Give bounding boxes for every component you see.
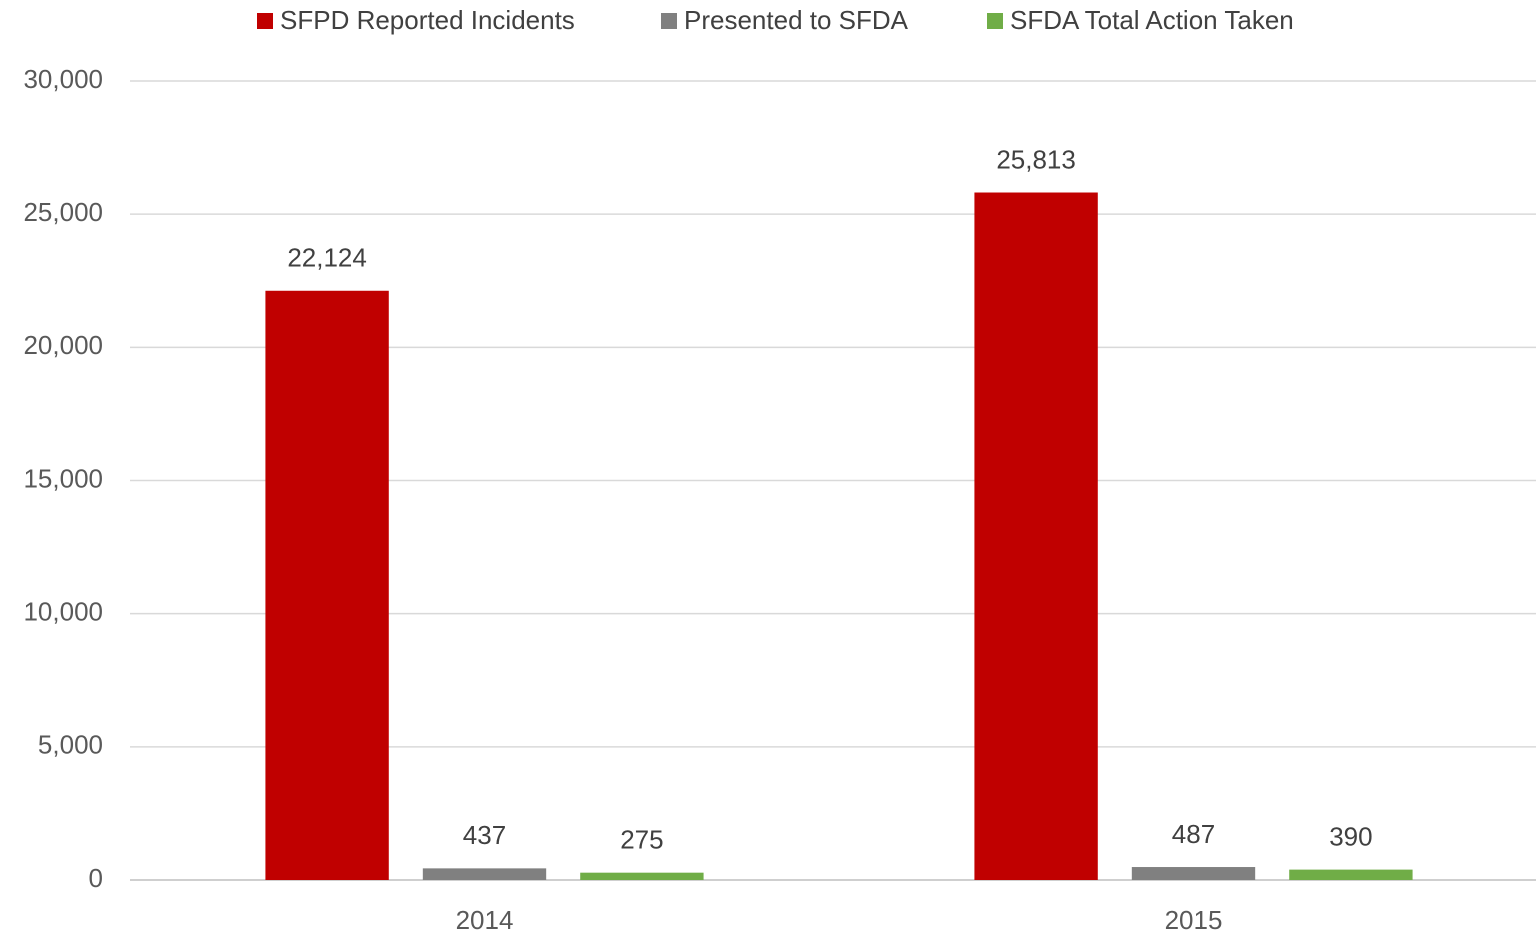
legend-swatch bbox=[987, 13, 1003, 29]
legend-swatch bbox=[257, 13, 273, 29]
x-tick-label: 2015 bbox=[1165, 905, 1223, 935]
y-tick-label: 30,000 bbox=[23, 64, 103, 94]
bar bbox=[1289, 869, 1413, 880]
bar bbox=[422, 868, 547, 880]
data-label: 437 bbox=[463, 820, 506, 850]
legend-label: SFPD Reported Incidents bbox=[280, 5, 575, 35]
y-tick-label: 5,000 bbox=[38, 730, 103, 760]
legend-label: Presented to SFDA bbox=[684, 5, 909, 35]
bar bbox=[1131, 867, 1256, 880]
y-tick-label: 20,000 bbox=[23, 330, 103, 360]
y-tick-label: 25,000 bbox=[23, 197, 103, 227]
data-label: 487 bbox=[1172, 819, 1215, 849]
legend-label: SFDA Total Action Taken bbox=[1010, 5, 1294, 35]
y-tick-label: 0 bbox=[89, 863, 103, 893]
x-tick-label: 2014 bbox=[456, 905, 514, 935]
bar bbox=[974, 192, 1098, 880]
y-tick-label: 15,000 bbox=[23, 463, 103, 493]
bar bbox=[265, 290, 389, 880]
data-label: 25,813 bbox=[996, 144, 1076, 174]
legend-swatch bbox=[661, 13, 677, 29]
bar bbox=[580, 872, 704, 880]
data-label: 22,124 bbox=[287, 243, 367, 273]
y-tick-label: 10,000 bbox=[23, 597, 103, 627]
data-label: 390 bbox=[1329, 821, 1372, 851]
data-label: 275 bbox=[620, 825, 663, 855]
